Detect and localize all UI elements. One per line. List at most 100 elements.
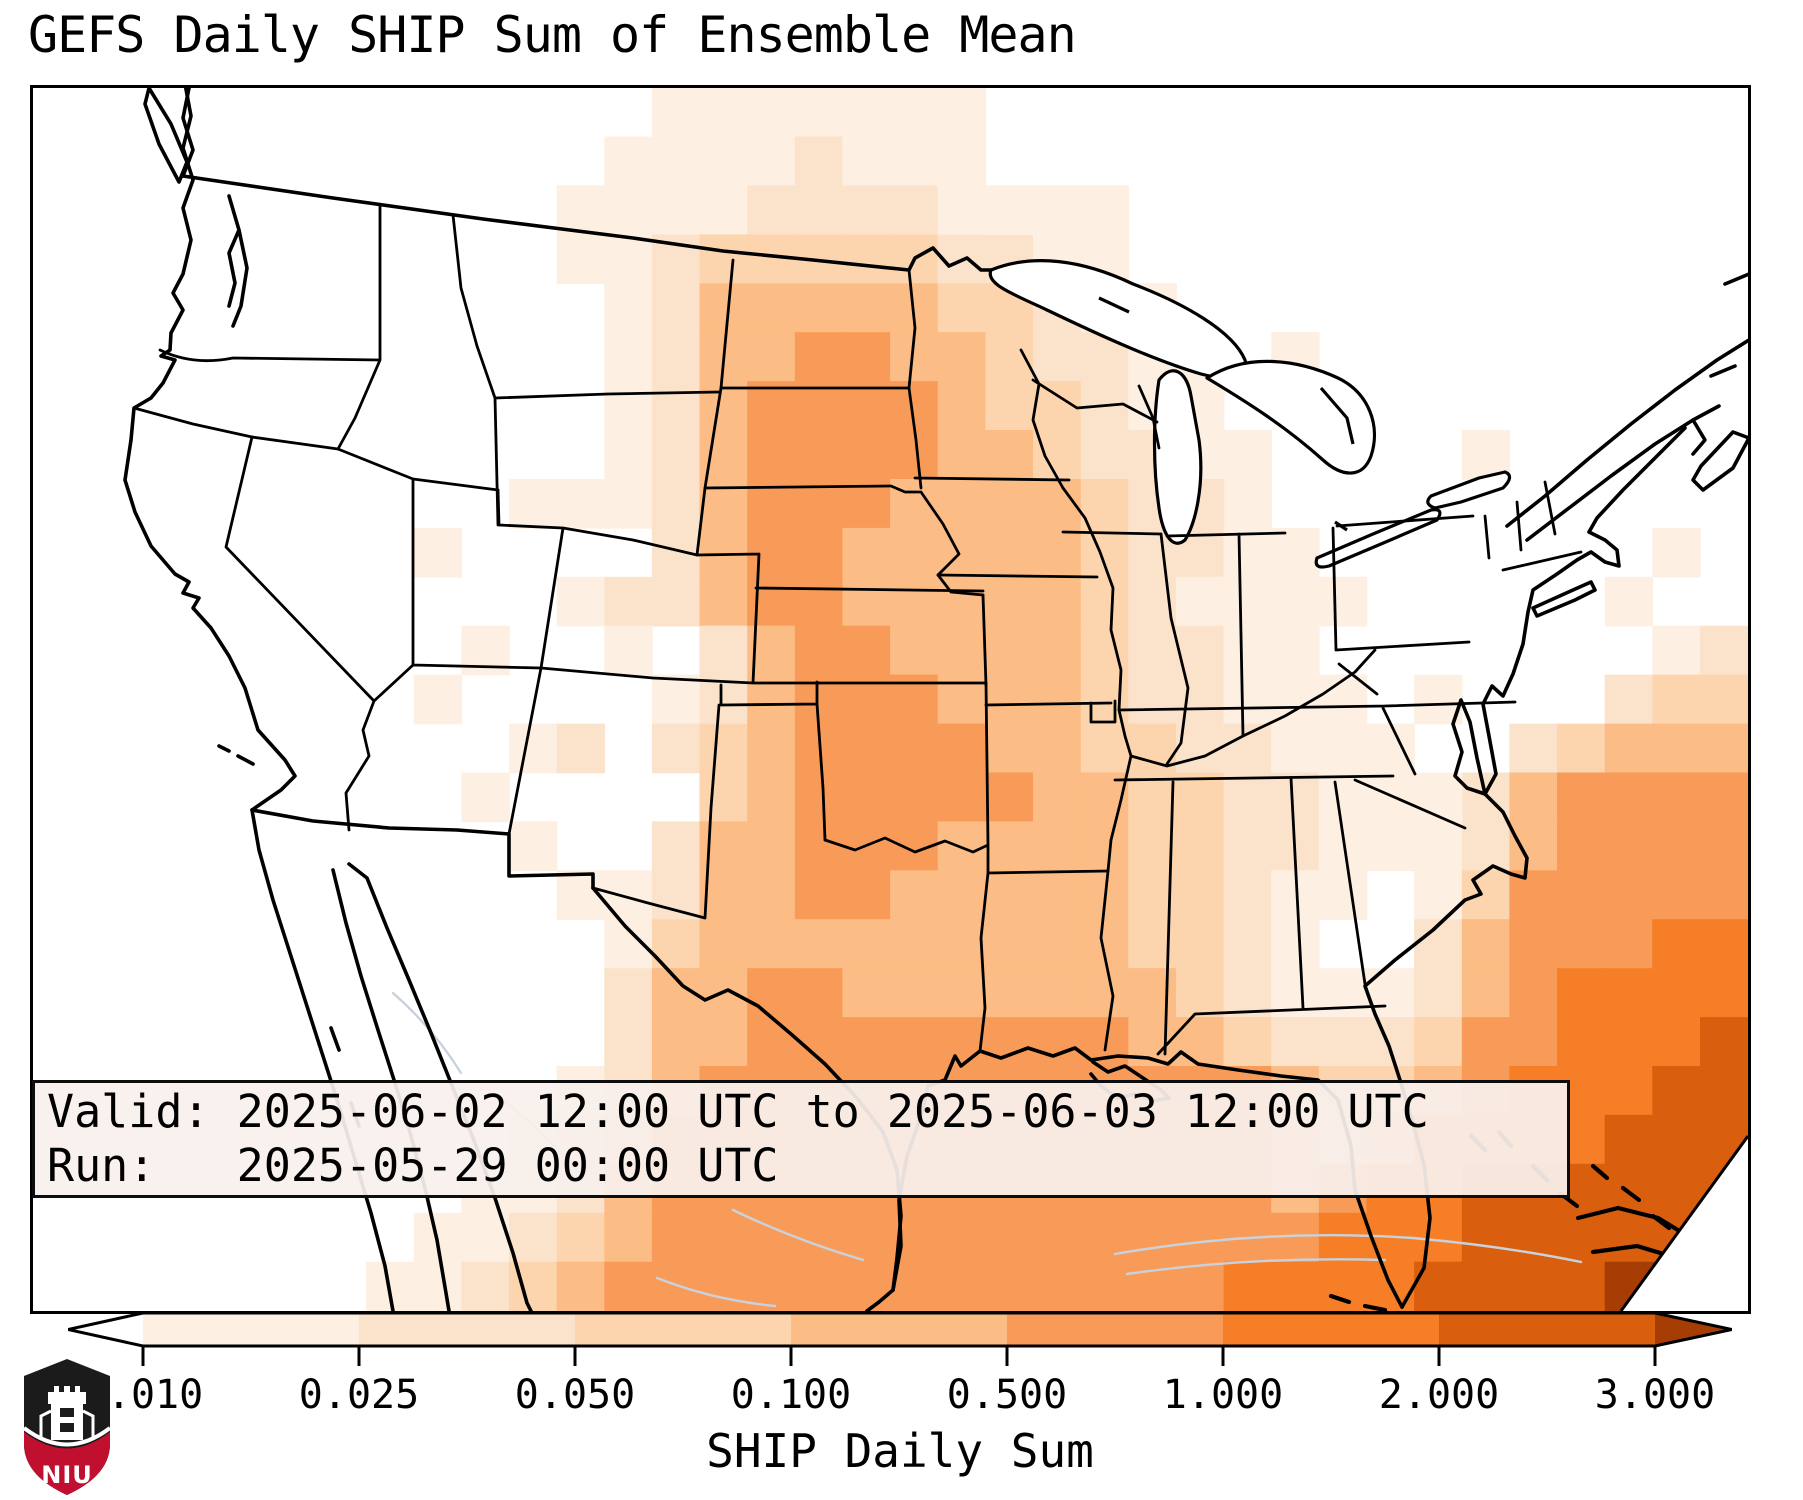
grid-cell: [890, 185, 939, 236]
grid-cell: [461, 772, 510, 823]
grid-cell: [937, 332, 987, 382]
figure-title: GEFS Daily SHIP Sum of Ensemble Mean: [28, 6, 1077, 64]
grid-cell: [1271, 1261, 1320, 1311]
grid-cell: [1461, 1017, 1511, 1067]
grid-cell: [937, 919, 987, 969]
grid-cell: [1175, 870, 1225, 920]
grid-cell: [985, 772, 1034, 823]
grid-cell: [1175, 576, 1225, 627]
grid-cell: [1318, 1261, 1368, 1311]
grid-cell: [794, 527, 844, 578]
nova-scotia: [1691, 430, 1748, 492]
grid-cell: [890, 576, 939, 627]
grid-cell: [699, 1212, 748, 1263]
grid-cell: [937, 1261, 987, 1311]
grid-cell: [1223, 576, 1272, 627]
puget-sound: [227, 194, 249, 328]
grid-cell: [1271, 527, 1320, 578]
colorbar-axis-label: SHIP Daily Sum: [706, 1424, 1094, 1478]
grid-cell: [604, 625, 653, 676]
grid-cell: [1604, 1017, 1654, 1067]
grid-cell: [1461, 968, 1511, 1018]
grid-cell: [1271, 919, 1320, 969]
colorbar-tick-label: 2.000: [1379, 1372, 1499, 1418]
grid-cell: [1033, 674, 1082, 725]
grid-cell: [842, 870, 891, 920]
channel-islands: [217, 744, 255, 766]
grid-cell: [1604, 1212, 1654, 1263]
grid-cell: [842, 283, 891, 333]
logo-castle-icon: [39, 1386, 95, 1440]
grid-cell: [509, 723, 558, 774]
grid-cell: [842, 1261, 891, 1311]
grid-cell: [794, 919, 844, 969]
grid-cell: [509, 821, 558, 872]
grid-cell: [794, 1261, 844, 1311]
grid-cell: [604, 968, 653, 1018]
us-mexico-border: [250, 808, 595, 890]
grid-cell: [1318, 870, 1368, 920]
grid-cell: [509, 1212, 558, 1263]
grid-cell: [937, 723, 987, 774]
grid-cell: [890, 88, 939, 138]
grid-cell: [842, 430, 891, 480]
grid-cell: [556, 1212, 605, 1263]
grid-cell: [1033, 1212, 1082, 1263]
grid-cell: [556, 576, 605, 627]
grid-cell: [842, 88, 891, 138]
grid-cell: [1557, 870, 1606, 920]
grid-cell: [1128, 1212, 1177, 1263]
grid-cell: [1414, 1017, 1463, 1067]
grid-cell: [937, 88, 987, 138]
grid-cell: [699, 185, 748, 236]
grid-cell: [937, 479, 987, 529]
grid-cell: [747, 185, 796, 236]
grid-cell: [556, 234, 605, 285]
grid-cell: [747, 1017, 796, 1067]
grid-cell: [1033, 332, 1082, 382]
projection-edge: [1619, 1135, 1748, 1311]
grid-cell: [1604, 1114, 1654, 1165]
grid-cell: [747, 576, 796, 627]
grid-cell: [1652, 1163, 1701, 1214]
grid-cell: [651, 821, 701, 872]
grid-cell: [1175, 821, 1225, 872]
grid-cell: [1175, 968, 1225, 1018]
grid-cell: [1318, 968, 1368, 1018]
grid-cell: [1080, 185, 1130, 236]
grid-cell: [1652, 968, 1701, 1018]
grid-cell: [794, 136, 844, 187]
grid-cell: [842, 136, 891, 187]
grid-cell: [890, 1017, 939, 1067]
grid-cell: [604, 576, 653, 627]
grid-cell: [1318, 1212, 1368, 1263]
grid-cell: [794, 1212, 844, 1263]
grid-cell: [937, 185, 987, 236]
grid-cell: [890, 430, 939, 480]
grid-cell: [556, 479, 605, 529]
grid-cell: [1318, 1017, 1368, 1067]
grid-cell: [985, 870, 1034, 920]
map-frame: [30, 85, 1751, 1314]
grid-cell: [651, 283, 701, 333]
colorbar-segment: [575, 1313, 792, 1346]
bc-inlets: [181, 88, 195, 178]
grid-cell: [1652, 772, 1701, 823]
grid-cell: [699, 88, 748, 138]
grid-cell: [1223, 723, 1272, 774]
grid-cell: [651, 430, 701, 480]
grid-cell: [556, 723, 605, 774]
grid-cell: [747, 870, 796, 920]
grid-cell: [699, 723, 748, 774]
colorbar-segment: [143, 1313, 360, 1346]
colorbar-tick-label: 0.500: [947, 1372, 1067, 1418]
grid-cell: [985, 723, 1034, 774]
grid-cell: [1175, 1261, 1225, 1311]
grid-cell: [1223, 821, 1272, 872]
grid-cell: [1175, 919, 1225, 969]
grid-cell: [985, 576, 1034, 627]
grid-cell: [651, 88, 701, 138]
grid-cell: [890, 527, 939, 578]
grid-cell: [1509, 723, 1558, 774]
grid-cell: [1652, 821, 1701, 872]
